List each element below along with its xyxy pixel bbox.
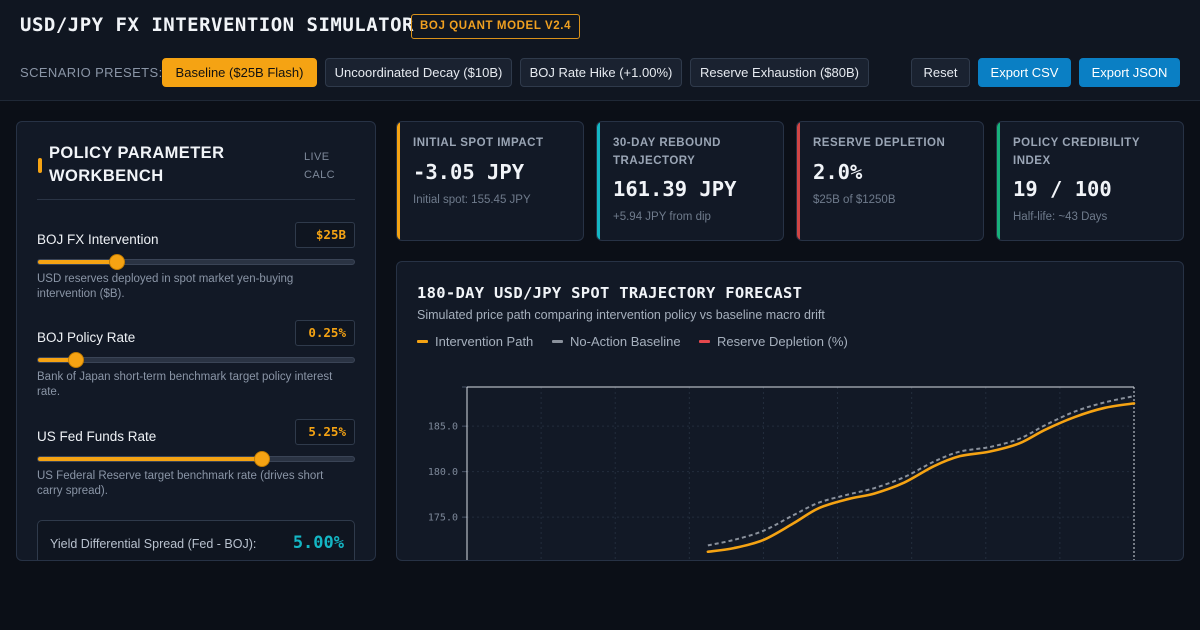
preset-uncoordinated-decay-button[interactable]: Uncoordinated Decay ($10B) bbox=[325, 58, 512, 87]
model-version-badge: BOJ QUANT MODEL V2.4 bbox=[411, 14, 581, 39]
slider-fill bbox=[38, 457, 263, 461]
legend-swatch bbox=[699, 340, 710, 343]
kpi-accent-bar bbox=[597, 122, 600, 240]
live-calc-label: LIVE CALC bbox=[304, 151, 335, 181]
preset-baseline-button[interactable]: Baseline ($25B Flash) bbox=[162, 58, 317, 87]
slider-fill bbox=[38, 260, 117, 264]
kpi-subtext: Initial spot: 155.45 JPY bbox=[413, 194, 531, 206]
legend-intervention-path: Intervention Path bbox=[417, 334, 533, 349]
chart-subtitle: Simulated price path comparing intervent… bbox=[417, 308, 825, 322]
param-description: USD reserves deployed in spot market yen… bbox=[37, 273, 294, 300]
param-label: US Fed Funds Rate bbox=[37, 429, 157, 444]
y-tick-label: 185.0 bbox=[428, 422, 458, 433]
series-no-action-baseline bbox=[707, 395, 1135, 547]
legend-label: Intervention Path bbox=[435, 334, 534, 349]
kpi-label: RESERVE DEPLETION bbox=[813, 137, 946, 149]
reset-button[interactable]: Reset bbox=[911, 58, 970, 87]
fed-rate-slider[interactable] bbox=[37, 451, 355, 467]
trajectory-chart: 175.0 180.0 185.0 bbox=[428, 386, 1136, 560]
kpi-label: 30-DAY REBOUND TRAJECTORY bbox=[613, 137, 721, 167]
param-label: BOJ Policy Rate bbox=[37, 330, 136, 345]
slider-thumb[interactable] bbox=[254, 451, 271, 467]
param-description: US Federal Reserve target benchmark rate… bbox=[37, 470, 324, 497]
legend-swatch bbox=[417, 340, 428, 343]
slider-fill bbox=[38, 358, 76, 362]
kpi-reserve-depletion: RESERVE DEPLETION 2.0% $25B of $1250B bbox=[796, 121, 984, 241]
kpi-value: 19 / 100 bbox=[1013, 177, 1112, 201]
y-tick-label: 180.0 bbox=[428, 467, 458, 478]
spread-label: Yield Differential Spread (Fed - BOJ): bbox=[50, 537, 257, 551]
param-boj-intervention: BOJ FX Intervention $25B USD reserves de… bbox=[37, 222, 355, 312]
export-csv-button[interactable]: Export CSV bbox=[978, 58, 1071, 87]
trajectory-chart-panel: 180-DAY USD/JPY SPOT TRAJECTORY FORECAST… bbox=[396, 261, 1184, 561]
kpi-label: POLICY CREDIBILITY INDEX bbox=[1013, 137, 1140, 167]
policy-workbench-panel: POLICY PARAMETER WORKBENCH LIVE CALC BOJ… bbox=[16, 121, 376, 561]
chart-title: 180-DAY USD/JPY SPOT TRAJECTORY FORECAST bbox=[417, 284, 803, 302]
kpi-subtext: $25B of $1250B bbox=[813, 194, 896, 206]
kpi-accent-bar bbox=[797, 122, 800, 240]
divider bbox=[37, 199, 355, 200]
param-label: BOJ FX Intervention bbox=[37, 232, 159, 247]
legend-swatch bbox=[552, 340, 563, 343]
boj-rate-slider[interactable] bbox=[37, 352, 355, 368]
param-boj-policy-rate: BOJ Policy Rate 0.25% Bank of Japan shor… bbox=[37, 320, 355, 410]
kpi-accent-bar bbox=[997, 122, 1000, 240]
kpi-subtext: +5.94 JPY from dip bbox=[613, 211, 711, 223]
kpi-label: INITIAL SPOT IMPACT bbox=[413, 137, 544, 149]
kpi-value: -3.05 JPY bbox=[413, 160, 525, 184]
kpi-initial-spot-impact: INITIAL SPOT IMPACT -3.05 JPY Initial sp… bbox=[396, 121, 584, 241]
param-value-field[interactable]: 5.25% bbox=[295, 419, 355, 445]
kpi-value: 2.0% bbox=[813, 160, 863, 184]
app-title: USD/JPY FX INTERVENTION SIMULATOR bbox=[20, 14, 414, 36]
title-accent-bar bbox=[38, 158, 42, 173]
top-header: USD/JPY FX INTERVENTION SIMULATOR BOJ QU… bbox=[0, 0, 1200, 101]
param-description: Bank of Japan short-term benchmark targe… bbox=[37, 371, 333, 398]
legend-no-action-baseline: No-Action Baseline bbox=[552, 334, 681, 349]
legend-label: Reserve Depletion (%) bbox=[717, 334, 848, 349]
param-value-field[interactable]: $25B bbox=[295, 222, 355, 248]
presets-label: SCENARIO PRESETS: bbox=[20, 65, 163, 80]
kpi-policy-credibility: POLICY CREDIBILITY INDEX 19 / 100 Half-l… bbox=[996, 121, 1184, 241]
legend-reserve-depletion: Reserve Depletion (%) bbox=[699, 334, 848, 349]
kpi-rebound-trajectory: 30-DAY REBOUND TRAJECTORY 161.39 JPY +5.… bbox=[596, 121, 784, 241]
spread-value: 5.00% bbox=[292, 533, 344, 553]
preset-boj-rate-hike-button[interactable]: BOJ Rate Hike (+1.00%) bbox=[520, 58, 682, 87]
series-intervention-path bbox=[706, 402, 1136, 554]
workbench-title: POLICY PARAMETER WORKBENCH bbox=[49, 144, 225, 185]
kpi-accent-bar bbox=[397, 122, 400, 240]
preset-reserve-exhaustion-button[interactable]: Reserve Exhaustion ($80B) bbox=[690, 58, 869, 87]
kpi-subtext: Half-life: ~43 Days bbox=[1013, 211, 1108, 223]
intervention-slider[interactable] bbox=[37, 254, 355, 270]
kpi-value: 161.39 JPY bbox=[613, 177, 737, 201]
export-json-button[interactable]: Export JSON bbox=[1079, 58, 1180, 87]
yield-spread-box: Yield Differential Spread (Fed - BOJ): 5… bbox=[37, 520, 355, 560]
param-fed-funds-rate: US Fed Funds Rate 5.25% US Federal Reser… bbox=[37, 419, 355, 509]
slider-thumb[interactable] bbox=[109, 254, 125, 270]
param-value-field[interactable]: 0.25% bbox=[295, 320, 355, 346]
y-tick-label: 175.0 bbox=[428, 513, 458, 524]
slider-thumb[interactable] bbox=[67, 352, 84, 368]
legend-label: No-Action Baseline bbox=[570, 334, 681, 349]
